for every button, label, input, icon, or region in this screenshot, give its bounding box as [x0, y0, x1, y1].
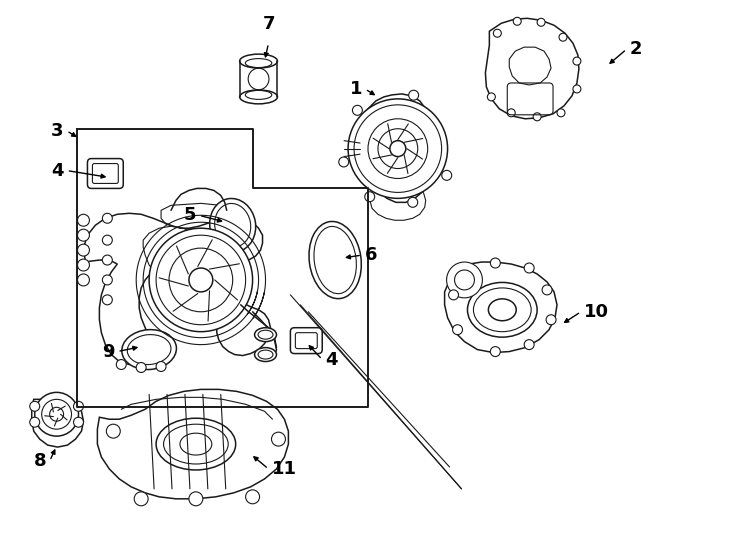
Text: 10: 10 [584, 303, 609, 321]
Circle shape [34, 393, 79, 436]
Circle shape [348, 99, 448, 198]
Circle shape [573, 85, 581, 93]
Circle shape [507, 109, 515, 117]
Circle shape [537, 18, 545, 26]
Text: 4: 4 [51, 161, 64, 179]
Circle shape [189, 268, 213, 292]
Ellipse shape [240, 90, 277, 104]
Text: 2: 2 [630, 40, 642, 58]
Ellipse shape [468, 282, 537, 337]
Circle shape [409, 90, 418, 100]
Circle shape [189, 492, 203, 506]
FancyBboxPatch shape [87, 159, 123, 188]
Circle shape [78, 214, 90, 226]
Circle shape [542, 285, 552, 295]
Circle shape [78, 259, 90, 271]
Circle shape [73, 401, 84, 411]
Circle shape [490, 347, 501, 356]
Circle shape [78, 274, 90, 286]
Circle shape [102, 255, 112, 265]
Circle shape [365, 192, 374, 202]
Circle shape [453, 325, 462, 335]
Circle shape [408, 197, 418, 207]
Ellipse shape [309, 221, 361, 299]
Circle shape [442, 170, 451, 180]
Text: 6: 6 [365, 246, 377, 264]
Circle shape [106, 424, 120, 438]
Circle shape [390, 140, 406, 157]
Circle shape [448, 290, 459, 300]
Circle shape [513, 17, 521, 25]
Text: 5: 5 [184, 206, 196, 224]
Circle shape [156, 361, 166, 372]
Circle shape [487, 93, 495, 101]
Circle shape [559, 33, 567, 41]
Circle shape [78, 244, 90, 256]
Ellipse shape [240, 54, 277, 68]
Circle shape [524, 263, 534, 273]
Circle shape [116, 360, 126, 369]
Text: 1: 1 [349, 80, 362, 98]
Circle shape [573, 57, 581, 65]
Circle shape [149, 228, 252, 332]
Circle shape [533, 113, 541, 121]
Circle shape [557, 109, 565, 117]
FancyBboxPatch shape [291, 328, 322, 354]
Ellipse shape [156, 418, 236, 470]
Circle shape [246, 490, 260, 504]
Circle shape [78, 229, 90, 241]
Circle shape [102, 235, 112, 245]
Ellipse shape [210, 199, 255, 252]
Circle shape [546, 315, 556, 325]
Circle shape [102, 275, 112, 285]
Text: 8: 8 [34, 452, 47, 470]
Text: 11: 11 [272, 460, 297, 478]
Circle shape [30, 401, 40, 411]
Circle shape [134, 492, 148, 506]
Text: 7: 7 [262, 15, 275, 33]
Circle shape [272, 432, 286, 446]
Circle shape [446, 262, 482, 298]
Circle shape [102, 213, 112, 223]
Circle shape [524, 340, 534, 349]
Circle shape [73, 417, 84, 427]
Circle shape [493, 29, 501, 37]
Text: 4: 4 [325, 350, 338, 368]
Circle shape [137, 362, 146, 373]
Circle shape [102, 295, 112, 305]
Circle shape [352, 105, 363, 115]
Ellipse shape [122, 329, 176, 369]
Ellipse shape [255, 328, 277, 342]
Circle shape [490, 258, 501, 268]
Ellipse shape [255, 348, 277, 361]
Ellipse shape [488, 299, 516, 321]
Circle shape [339, 157, 349, 167]
Text: 9: 9 [102, 342, 115, 361]
Circle shape [30, 417, 40, 427]
Text: 3: 3 [51, 122, 64, 140]
